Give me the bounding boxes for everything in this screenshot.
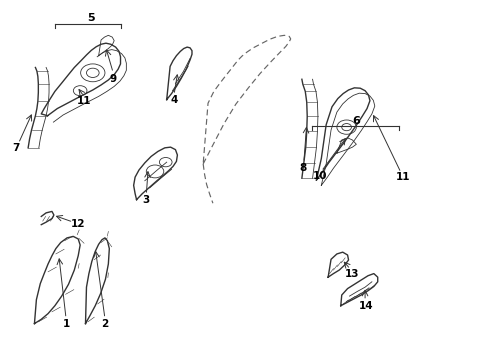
Text: 12: 12	[71, 219, 85, 229]
Text: 9: 9	[109, 73, 117, 84]
Text: 11: 11	[77, 96, 91, 107]
Text: 14: 14	[358, 301, 373, 311]
Text: 1: 1	[62, 319, 69, 329]
Text: 11: 11	[395, 172, 409, 183]
Text: 4: 4	[170, 95, 177, 105]
Text: 8: 8	[299, 163, 306, 173]
Text: 6: 6	[352, 116, 360, 126]
Text: 3: 3	[142, 195, 150, 205]
Text: 5: 5	[87, 13, 95, 23]
Text: 13: 13	[345, 269, 359, 279]
Text: 2: 2	[101, 319, 108, 329]
Text: 10: 10	[312, 171, 326, 181]
Text: 7: 7	[12, 143, 20, 153]
